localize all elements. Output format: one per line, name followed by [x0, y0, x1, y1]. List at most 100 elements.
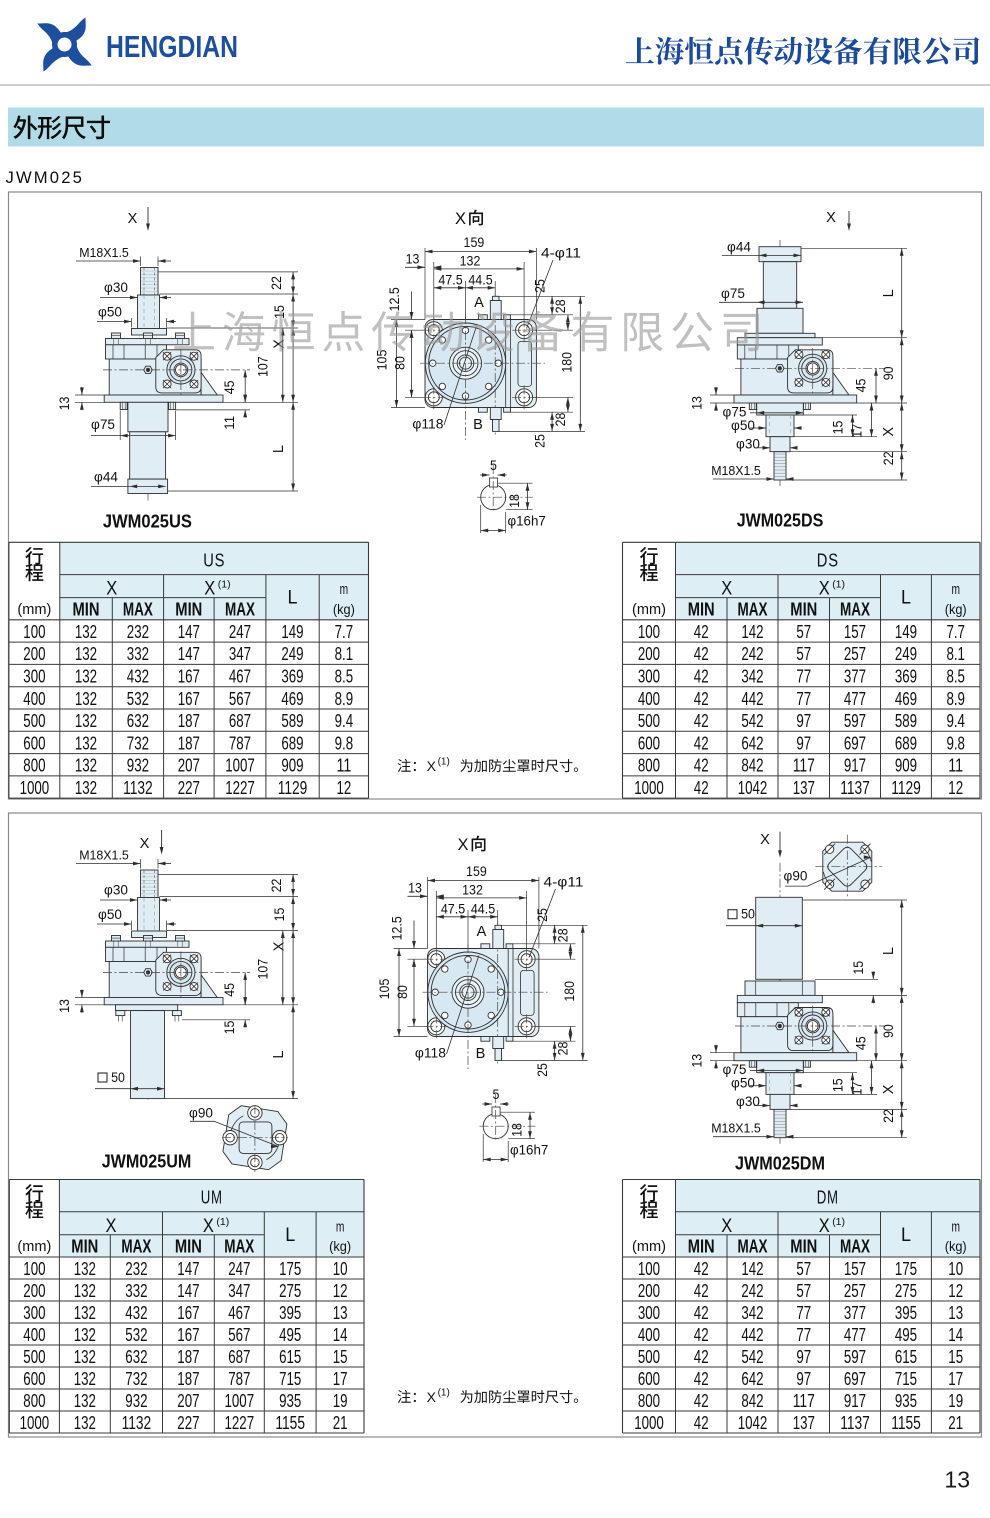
svg-text:147: 147: [178, 644, 200, 664]
svg-text:500: 500: [638, 711, 660, 731]
svg-text:DS: DS: [817, 549, 839, 570]
svg-text:227: 227: [178, 778, 200, 798]
svg-text:57: 57: [796, 622, 811, 642]
svg-text:5: 5: [493, 1087, 500, 1103]
svg-text:100: 100: [638, 1259, 660, 1279]
svg-text:42: 42: [694, 1325, 709, 1345]
svg-text:φ16h7: φ16h7: [508, 514, 546, 530]
svg-text:77: 77: [796, 1303, 811, 1323]
svg-text:147: 147: [178, 622, 200, 642]
svg-text:400: 400: [23, 1325, 45, 1345]
svg-text:45: 45: [854, 1036, 870, 1050]
svg-text:12: 12: [948, 778, 963, 798]
svg-text:A: A: [474, 295, 484, 311]
svg-text:m: m: [340, 581, 349, 598]
svg-text:42: 42: [694, 756, 709, 776]
svg-text:477: 477: [844, 689, 866, 709]
svg-text:MAX: MAX: [738, 599, 768, 619]
svg-text:L: L: [881, 947, 897, 955]
svg-text:φ50: φ50: [98, 907, 122, 923]
svg-text:15: 15: [831, 1078, 847, 1092]
svg-text:432: 432: [127, 667, 149, 687]
svg-text:207: 207: [177, 1391, 199, 1411]
svg-text:10: 10: [333, 1259, 348, 1279]
svg-text:MIN: MIN: [73, 599, 100, 619]
svg-text:13: 13: [408, 881, 422, 897]
svg-text:132: 132: [75, 644, 97, 664]
svg-text:L: L: [271, 445, 287, 453]
svg-text:377: 377: [844, 1303, 866, 1323]
svg-text:1042: 1042: [738, 778, 768, 798]
svg-text:45: 45: [854, 379, 870, 393]
svg-text:L: L: [881, 289, 897, 297]
svg-text:(1): (1): [438, 1388, 450, 1399]
svg-text:207: 207: [178, 756, 200, 776]
svg-text:469: 469: [895, 689, 917, 709]
svg-text:8.1: 8.1: [946, 644, 965, 664]
svg-text:100: 100: [23, 1259, 45, 1279]
svg-text:395: 395: [279, 1303, 301, 1323]
svg-text:589: 589: [281, 711, 303, 731]
svg-text:1227: 1227: [225, 1413, 255, 1433]
svg-text:242: 242: [741, 644, 763, 664]
svg-text:300: 300: [23, 667, 45, 687]
svg-text:17: 17: [850, 1082, 866, 1096]
svg-text:14: 14: [333, 1325, 348, 1345]
svg-text:13: 13: [57, 397, 73, 411]
svg-text:1000: 1000: [20, 778, 50, 798]
svg-text:1007: 1007: [225, 756, 255, 776]
svg-text:13: 13: [57, 999, 73, 1013]
svg-text:600: 600: [23, 733, 45, 753]
svg-text:132: 132: [74, 1369, 96, 1389]
svg-text:JWM025DM: JWM025DM: [735, 1154, 825, 1174]
svg-text:300: 300: [638, 667, 660, 687]
svg-text:97: 97: [796, 711, 811, 731]
svg-text:9.8: 9.8: [335, 733, 354, 753]
svg-text:159: 159: [464, 235, 485, 251]
svg-text:689: 689: [281, 733, 303, 753]
svg-text:800: 800: [23, 756, 45, 776]
svg-text:(mm): (mm): [632, 1239, 666, 1255]
svg-text:132: 132: [75, 622, 97, 642]
svg-text:US: US: [203, 549, 225, 570]
svg-text:17: 17: [333, 1369, 348, 1389]
svg-text:187: 187: [178, 711, 200, 731]
svg-text:13: 13: [944, 1467, 970, 1493]
svg-text:MAX: MAX: [225, 599, 255, 619]
svg-text:642: 642: [741, 1369, 763, 1389]
svg-text:149: 149: [895, 622, 917, 642]
svg-text:m: m: [951, 581, 960, 598]
svg-text:5: 5: [490, 458, 497, 474]
svg-text:17: 17: [850, 424, 866, 438]
svg-text:(kg): (kg): [945, 602, 967, 617]
svg-text:615: 615: [895, 1347, 917, 1367]
svg-text:167: 167: [178, 667, 200, 687]
svg-text:787: 787: [228, 1369, 250, 1389]
svg-text:13: 13: [406, 252, 420, 268]
svg-text:44.5: 44.5: [471, 902, 495, 918]
svg-text:42: 42: [694, 1413, 709, 1433]
svg-text:8.1: 8.1: [335, 644, 354, 664]
svg-text:42: 42: [694, 711, 709, 731]
svg-text:42: 42: [694, 778, 709, 798]
svg-text:167: 167: [177, 1303, 199, 1323]
svg-text:42: 42: [694, 1347, 709, 1367]
svg-text:X: X: [458, 836, 469, 854]
svg-text:97: 97: [796, 1347, 811, 1367]
svg-text:8.5: 8.5: [335, 667, 354, 687]
svg-text:105: 105: [377, 979, 393, 1000]
svg-text:347: 347: [228, 1281, 250, 1301]
svg-text:432: 432: [125, 1303, 147, 1323]
svg-text:132: 132: [75, 711, 97, 731]
svg-text:JWM025DS: JWM025DS: [737, 511, 824, 531]
svg-text:132: 132: [75, 756, 97, 776]
svg-text:X: X: [272, 941, 288, 951]
svg-text:175: 175: [895, 1259, 917, 1279]
svg-text:1042: 1042: [738, 1413, 768, 1433]
svg-text:φ118: φ118: [412, 417, 443, 433]
svg-text:8.5: 8.5: [946, 667, 965, 687]
svg-text:342: 342: [741, 667, 763, 687]
svg-text:842: 842: [741, 756, 763, 776]
svg-text:732: 732: [125, 1369, 147, 1389]
svg-text:φ75: φ75: [723, 1062, 747, 1078]
